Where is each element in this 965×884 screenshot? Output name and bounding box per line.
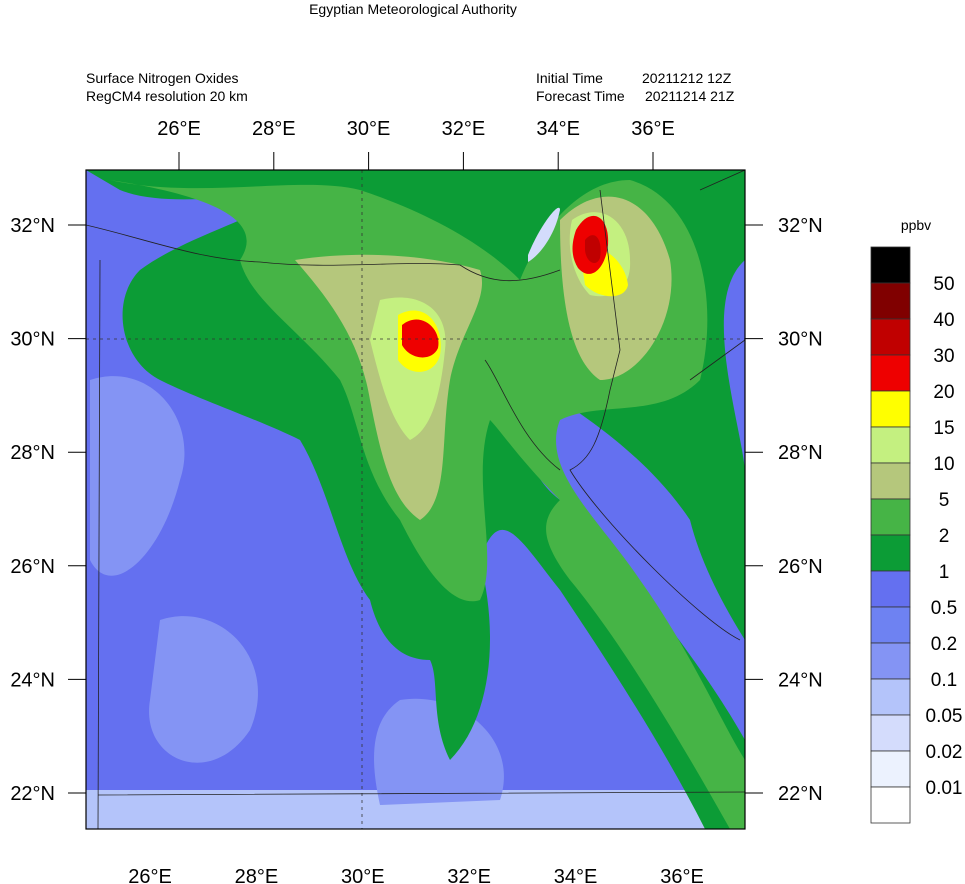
colorbar-box bbox=[870, 498, 911, 536]
colorbar-label: 15 bbox=[933, 418, 954, 439]
left-label: 22°N bbox=[10, 783, 55, 805]
colorbar-box bbox=[870, 606, 911, 644]
left-label: 28°N bbox=[10, 442, 55, 464]
colorbar-box bbox=[870, 426, 911, 464]
top-label: 26°E bbox=[157, 118, 201, 140]
right-label: 28°N bbox=[778, 442, 823, 464]
left-label: 26°N bbox=[10, 556, 55, 578]
info-label: Forecast Time bbox=[536, 88, 625, 104]
colorbar-box bbox=[870, 318, 911, 356]
colorbar-label: 0.1 bbox=[931, 670, 957, 691]
colorbar-box bbox=[870, 678, 911, 716]
bottom-label: 36°E bbox=[660, 866, 704, 884]
bottom-label: 28°E bbox=[235, 866, 279, 884]
colorbar-label: 0.02 bbox=[926, 742, 963, 763]
top-label: 32°E bbox=[442, 118, 486, 140]
colorbar-label: 0.2 bbox=[931, 634, 957, 655]
colorbar-label: 1 bbox=[939, 562, 950, 583]
right-label: 22°N bbox=[778, 783, 823, 805]
colorbar-box bbox=[870, 462, 911, 500]
right-label: 26°N bbox=[778, 556, 823, 578]
colorbar-label: 0.05 bbox=[926, 706, 963, 727]
colorbar-label: 40 bbox=[933, 310, 954, 331]
colorbar-label: 5 bbox=[939, 490, 950, 511]
colorbar-box bbox=[870, 354, 911, 392]
left-label: 32°N bbox=[10, 215, 55, 237]
left-line: RegCM4 resolution 20 km bbox=[86, 88, 248, 104]
colorbar-label: 0.5 bbox=[931, 598, 957, 619]
colorbar-label: 10 bbox=[933, 454, 954, 475]
bottom-label: 30°E bbox=[341, 866, 385, 884]
bottom-label: 34°E bbox=[554, 866, 598, 884]
right-label: 24°N bbox=[778, 669, 823, 691]
colorbar-box bbox=[870, 570, 911, 608]
colorbar-box bbox=[870, 714, 911, 752]
colorbar-label: 50 bbox=[933, 274, 954, 295]
top-label: 30°E bbox=[347, 118, 391, 140]
colorbar-label: 0.01 bbox=[926, 778, 963, 799]
colorbar-box bbox=[870, 750, 911, 788]
title: Egyptian Meteorological Authority bbox=[309, 1, 517, 17]
info-value: 20211214 21Z bbox=[645, 88, 735, 104]
bottom-label: 32°E bbox=[447, 866, 491, 884]
colorbar-box bbox=[870, 282, 911, 320]
right-label: 30°N bbox=[778, 329, 823, 351]
colorbar-box bbox=[870, 390, 911, 428]
top-label: 36°E bbox=[631, 118, 675, 140]
bottom-label: 26°E bbox=[128, 866, 172, 884]
colorbar-label: 2 bbox=[939, 526, 950, 547]
info-value: 20211212 12Z bbox=[642, 70, 732, 86]
right-label: 32°N bbox=[778, 215, 823, 237]
colorbar-box bbox=[870, 534, 911, 572]
top-label: 28°E bbox=[252, 118, 296, 140]
left-label: 24°N bbox=[10, 669, 55, 691]
colorbar-label: 20 bbox=[933, 382, 954, 403]
left-line: Surface Nitrogen Oxides bbox=[86, 70, 239, 86]
colorbar-unit: ppbv bbox=[901, 217, 931, 233]
colorbar-box bbox=[870, 246, 911, 284]
colorbar-box bbox=[870, 642, 911, 680]
info-label: Initial Time bbox=[536, 70, 603, 86]
colorbar-label: 30 bbox=[933, 346, 954, 367]
top-label: 34°E bbox=[536, 118, 580, 140]
colorbar-box bbox=[870, 786, 911, 824]
left-label: 30°N bbox=[10, 329, 55, 351]
map-field bbox=[86, 170, 745, 829]
map-frame bbox=[85, 169, 746, 830]
